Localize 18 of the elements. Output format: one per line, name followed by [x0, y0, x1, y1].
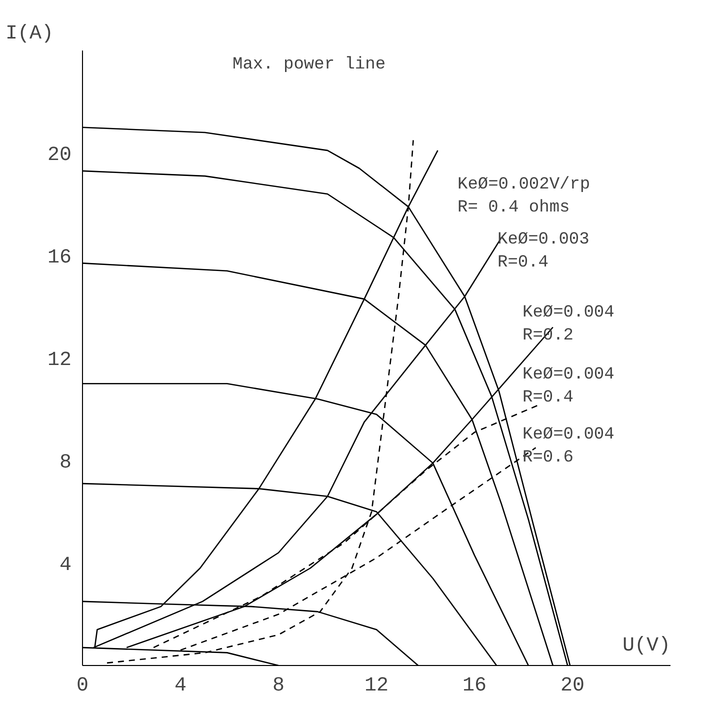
annotation: Max. power line: [232, 56, 386, 74]
y-tick-label: 8: [60, 452, 72, 474]
y-tick-label: 4: [60, 554, 72, 577]
annotation: KeØ=0.003 R=0.4: [498, 230, 590, 272]
y-axis-title: I(A): [6, 22, 54, 46]
annotation: KeØ=0.004 R=0.4: [522, 366, 614, 408]
y-tick-label: 20: [47, 144, 72, 167]
y-tick-label: 16: [47, 246, 72, 270]
x-tick-label: 16: [462, 674, 487, 698]
x-tick-label: 12: [364, 674, 389, 698]
x-tick-label: 0: [76, 674, 89, 698]
x-tick-label: 8: [272, 674, 285, 698]
annotation: KeØ=0.002V/rp R= 0.4 ohms: [458, 176, 590, 218]
x-axis-title: U(V): [622, 634, 671, 658]
x-tick-label: 4: [174, 674, 187, 698]
y-tick-label: 12: [47, 349, 72, 372]
annotation: KeØ=0.004 R=0.6: [522, 426, 614, 468]
x-tick-label: 20: [560, 674, 585, 698]
